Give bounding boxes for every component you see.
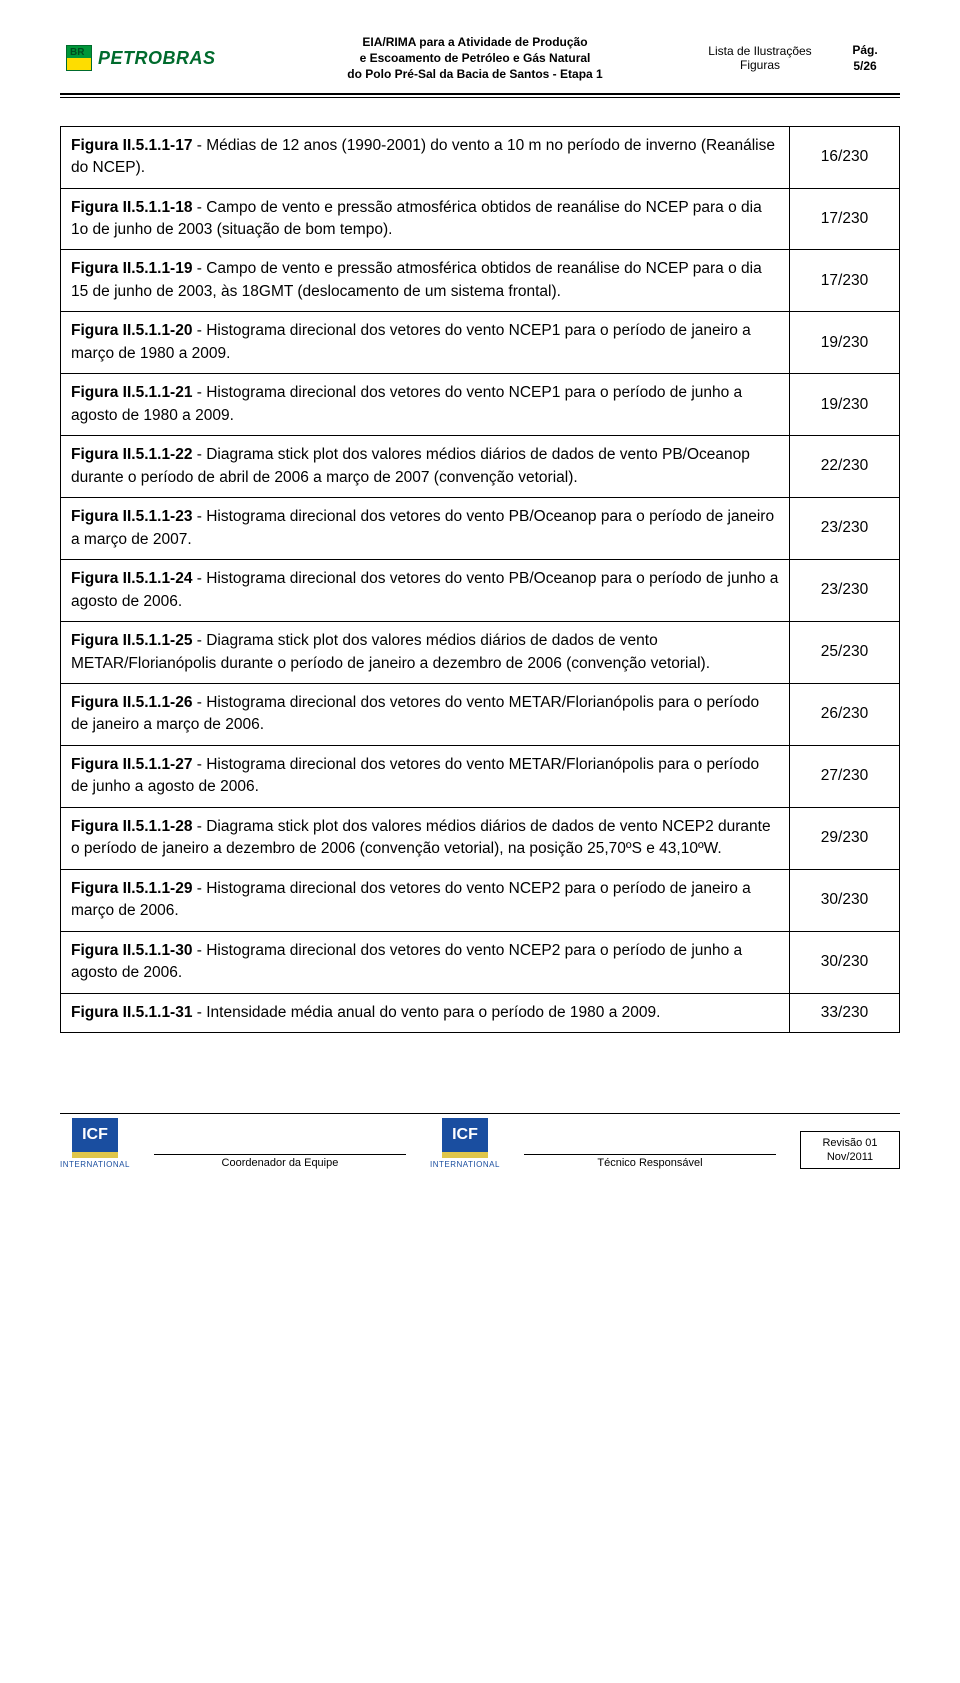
header: PETROBRAS EIA/RIMA para a Atividade de P… <box>60 30 900 87</box>
figure-description-cell: Figura II.5.1.1-20 - Histograma direcion… <box>61 312 790 374</box>
signature-coordinator: Coordenador da Equipe <box>154 1154 406 1169</box>
figure-page-cell: 22/230 <box>790 436 900 498</box>
figure-label: Figura II.5.1.1-30 <box>71 942 192 959</box>
table-row: Figura II.5.1.1-18 - Campo de vento e pr… <box>61 188 900 250</box>
figure-description-cell: Figura II.5.1.1-24 - Histograma direcion… <box>61 560 790 622</box>
table-row: Figura II.5.1.1-24 - Histograma direcion… <box>61 560 900 622</box>
table-row: Figura II.5.1.1-25 - Diagrama stick plot… <box>61 622 900 684</box>
figure-page-cell: 30/230 <box>790 869 900 931</box>
table-row: Figura II.5.1.1-29 - Histograma direcion… <box>61 869 900 931</box>
figure-page-cell: 16/230 <box>790 126 900 188</box>
figure-description-cell: Figura II.5.1.1-25 - Diagrama stick plot… <box>61 622 790 684</box>
figure-description-cell: Figura II.5.1.1-27 - Histograma direcion… <box>61 745 790 807</box>
figure-page-cell: 25/230 <box>790 622 900 684</box>
icf-logo-sub: INTERNATIONAL <box>430 1160 500 1169</box>
figure-label: Figura II.5.1.1-21 <box>71 384 192 401</box>
revision-box: Revisão 01 Nov/2011 <box>800 1131 900 1170</box>
figure-label: Figura II.5.1.1-27 <box>71 756 192 773</box>
figure-page-cell: 30/230 <box>790 931 900 993</box>
figure-description-cell: Figura II.5.1.1-21 - Histograma direcion… <box>61 374 790 436</box>
footer: ICF INTERNATIONAL Coordenador da Equipe … <box>60 1113 900 1169</box>
revision-line1: Revisão 01 <box>813 1136 887 1150</box>
divider-thin <box>60 97 900 98</box>
table-row: Figura II.5.1.1-22 - Diagrama stick plot… <box>61 436 900 498</box>
figure-description: - Intensidade média anual do vento para … <box>192 1004 660 1021</box>
table-row: Figura II.5.1.1-17 - Médias de 12 anos (… <box>61 126 900 188</box>
figures-table: Figura II.5.1.1-17 - Médias de 12 anos (… <box>60 126 900 1034</box>
figure-description-cell: Figura II.5.1.1-22 - Diagrama stick plot… <box>61 436 790 498</box>
figure-page-cell: 26/230 <box>790 684 900 746</box>
figure-label: Figura II.5.1.1-25 <box>71 632 192 649</box>
header-section: Lista de Ilustrações Figuras <box>690 30 830 87</box>
br-logo-icon <box>66 45 92 71</box>
header-section-line2: Figuras <box>696 58 824 72</box>
header-title-line3: do Polo Pré-Sal da Bacia de Santos - Eta… <box>266 66 684 82</box>
icf-logo-sub: INTERNATIONAL <box>60 1160 130 1169</box>
table-row: Figura II.5.1.1-28 - Diagrama stick plot… <box>61 807 900 869</box>
logo-text: PETROBRAS <box>98 48 216 69</box>
figure-label: Figura II.5.1.1-31 <box>71 1004 192 1021</box>
revision-line2: Nov/2011 <box>813 1150 887 1164</box>
figure-page-cell: 29/230 <box>790 807 900 869</box>
header-page-num: 5/26 <box>836 58 894 74</box>
logo-cell: PETROBRAS <box>60 30 260 87</box>
table-row: Figura II.5.1.1-26 - Histograma direcion… <box>61 684 900 746</box>
page: PETROBRAS EIA/RIMA para a Atividade de P… <box>0 0 960 1209</box>
header-title: EIA/RIMA para a Atividade de Produção e … <box>260 30 690 87</box>
header-title-line1: EIA/RIMA para a Atividade de Produção <box>266 34 684 50</box>
icf-logo-2: ICF INTERNATIONAL <box>430 1118 500 1169</box>
icf-logo-icon: ICF <box>442 1118 488 1158</box>
figure-page-cell: 33/230 <box>790 993 900 1032</box>
figure-label: Figura II.5.1.1-17 <box>71 137 192 154</box>
figure-label: Figura II.5.1.1-29 <box>71 880 192 897</box>
figure-label: Figura II.5.1.1-23 <box>71 508 192 525</box>
figure-description-cell: Figura II.5.1.1-26 - Histograma direcion… <box>61 684 790 746</box>
header-page: Pág. 5/26 <box>830 30 900 87</box>
table-row: Figura II.5.1.1-19 - Campo de vento e pr… <box>61 250 900 312</box>
figure-page-cell: 23/230 <box>790 498 900 560</box>
petrobras-logo: PETROBRAS <box>66 45 254 71</box>
figure-description-cell: Figura II.5.1.1-28 - Diagrama stick plot… <box>61 807 790 869</box>
figure-label: Figura II.5.1.1-28 <box>71 818 192 835</box>
footer-row: ICF INTERNATIONAL Coordenador da Equipe … <box>60 1118 900 1169</box>
divider-thick <box>60 93 900 95</box>
figure-label: Figura II.5.1.1-22 <box>71 446 192 463</box>
icf-logo-1: ICF INTERNATIONAL <box>60 1118 130 1169</box>
figure-description-cell: Figura II.5.1.1-19 - Campo de vento e pr… <box>61 250 790 312</box>
figure-page-cell: 17/230 <box>790 250 900 312</box>
header-title-line2: e Escoamento de Petróleo e Gás Natural <box>266 50 684 66</box>
figure-description-cell: Figura II.5.1.1-17 - Médias de 12 anos (… <box>61 126 790 188</box>
figure-description-cell: Figura II.5.1.1-18 - Campo de vento e pr… <box>61 188 790 250</box>
figure-label: Figura II.5.1.1-20 <box>71 322 192 339</box>
figure-description-cell: Figura II.5.1.1-30 - Histograma direcion… <box>61 931 790 993</box>
figure-label: Figura II.5.1.1-19 <box>71 260 192 277</box>
table-row: Figura II.5.1.1-23 - Histograma direcion… <box>61 498 900 560</box>
figure-page-cell: 27/230 <box>790 745 900 807</box>
header-section-line1: Lista de Ilustrações <box>696 44 824 58</box>
table-row: Figura II.5.1.1-30 - Histograma direcion… <box>61 931 900 993</box>
figure-label: Figura II.5.1.1-24 <box>71 570 192 587</box>
figure-description-cell: Figura II.5.1.1-31 - Intensidade média a… <box>61 993 790 1032</box>
figure-description-cell: Figura II.5.1.1-23 - Histograma direcion… <box>61 498 790 560</box>
table-row: Figura II.5.1.1-21 - Histograma direcion… <box>61 374 900 436</box>
figure-page-cell: 19/230 <box>790 374 900 436</box>
signature-technician: Técnico Responsável <box>524 1154 776 1169</box>
table-row: Figura II.5.1.1-20 - Histograma direcion… <box>61 312 900 374</box>
figure-description-cell: Figura II.5.1.1-29 - Histograma direcion… <box>61 869 790 931</box>
figure-label: Figura II.5.1.1-26 <box>71 694 192 711</box>
icf-logo-icon: ICF <box>72 1118 118 1158</box>
table-row: Figura II.5.1.1-27 - Histograma direcion… <box>61 745 900 807</box>
figure-page-cell: 17/230 <box>790 188 900 250</box>
header-page-label: Pág. <box>836 42 894 58</box>
table-row: Figura II.5.1.1-31 - Intensidade média a… <box>61 993 900 1032</box>
figure-page-cell: 23/230 <box>790 560 900 622</box>
figure-label: Figura II.5.1.1-18 <box>71 199 192 216</box>
figure-page-cell: 19/230 <box>790 312 900 374</box>
